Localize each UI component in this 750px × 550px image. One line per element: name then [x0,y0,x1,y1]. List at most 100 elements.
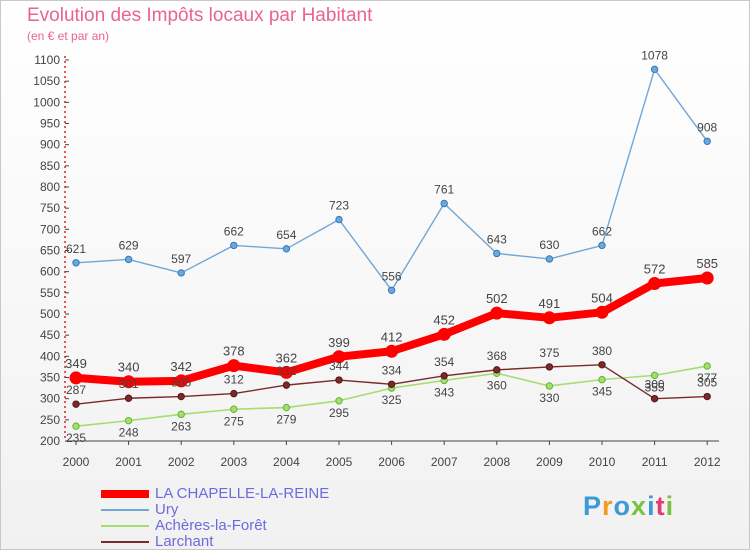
logo-letter: i [647,491,656,521]
data-point [542,311,556,325]
x-tick-label: 2008 [483,455,510,469]
y-tick-label: 450 [40,328,60,342]
data-label: 334 [382,363,402,377]
y-tick-label: 700 [40,222,60,236]
x-tick-label: 2012 [694,455,721,469]
data-point [437,327,451,341]
y-tick-label: 550 [40,286,60,300]
x-tick-label: 2009 [536,455,563,469]
data-label: 597 [171,252,191,266]
data-label: 287 [66,383,86,397]
y-tick-label: 900 [40,138,60,152]
data-point [335,215,343,224]
line-chart: 200 250 300 350 400 450 500 550 600 650 700 750 800 8… [33,48,721,469]
data-label: 502 [486,291,508,306]
data-point [177,269,185,277]
data-label: 349 [65,356,87,371]
data-point [227,359,241,373]
data-label: 263 [171,419,191,433]
y-tick-label: 750 [40,201,60,215]
data-label: 380 [592,344,612,358]
data-label: 343 [434,385,454,399]
legend-swatch [101,525,149,527]
data-label: 344 [329,359,349,373]
data-point [650,371,659,380]
data-point [335,397,343,405]
data-label: 556 [382,269,402,283]
logo-letter: x [631,491,648,521]
data-label: 355 [645,380,665,394]
data-label: 630 [539,238,559,252]
data-label: 621 [66,242,86,256]
y-tick-label: 200 [40,434,60,448]
data-point [282,403,291,412]
y-tick-label: 400 [40,349,60,363]
data-label: 1078 [641,48,668,62]
data-point [230,241,238,250]
data-label: 662 [592,224,612,238]
data-label: 377 [697,371,717,385]
data-point [595,305,609,319]
data-label: 908 [697,120,717,134]
data-label: 362 [276,350,298,365]
data-label: 572 [644,262,666,277]
y-tick-label: 850 [40,159,60,173]
data-point [545,255,554,263]
x-tick-label: 2007 [431,455,458,469]
x-tick-label: 2003 [220,455,247,469]
data-point [174,374,188,388]
data-point [72,422,80,430]
x-tick-label: 2004 [273,455,300,469]
x-tick-label: 2002 [168,455,195,469]
data-label: 305 [171,376,191,390]
data-point [387,380,396,388]
x-tick-label: 2006 [378,455,405,469]
data-point [72,259,80,267]
data-label: 378 [223,344,245,359]
data-label: 354 [434,355,454,369]
data-point [124,255,133,264]
legend-swatch [101,541,149,543]
data-point [282,245,291,253]
logo-letter: r [602,491,614,521]
chart-title: Evolution des Impôts locaux par Habitant [27,5,373,26]
data-point [598,375,606,384]
data-label: 662 [224,224,244,238]
data-point [490,306,504,320]
y-tick-label: 250 [40,413,60,427]
axes: 200 250 300 350 400 450 500 550 600 650 700 750 800 8… [33,53,721,469]
data-label: 342 [170,359,192,374]
data-label: 412 [381,329,403,344]
data-point [124,416,133,425]
data-label: 235 [66,431,86,445]
legend-swatch [101,490,149,498]
data-label: 629 [119,238,139,252]
data-label: 248 [119,426,139,440]
data-point [440,199,448,208]
data-label: 723 [329,199,349,213]
data-point [177,392,185,401]
data-point [230,405,238,413]
data-label: 345 [592,385,612,399]
data-point [282,381,291,389]
data-point [598,241,606,250]
data-point [72,400,80,408]
data-point [230,389,238,398]
legend-label: Larchant [155,533,214,550]
x-tick-label: 2000 [63,455,90,469]
data-point [703,392,711,401]
data-point [335,376,343,384]
y-tick-label: 300 [40,392,60,406]
data-point [545,363,554,371]
series-layer [69,65,714,430]
data-point [493,366,501,374]
data-label: 325 [382,393,402,407]
data-label: 452 [433,312,455,327]
data-labels-layer: 235 248 263 275 279 295 325 343 360 330 345 355 377 2… [65,48,718,445]
data-point [124,394,133,402]
data-label: 312 [224,373,244,387]
data-point [648,277,662,291]
chart-subtitle: (en € et par an) [27,29,110,43]
data-label: 340 [118,360,140,375]
